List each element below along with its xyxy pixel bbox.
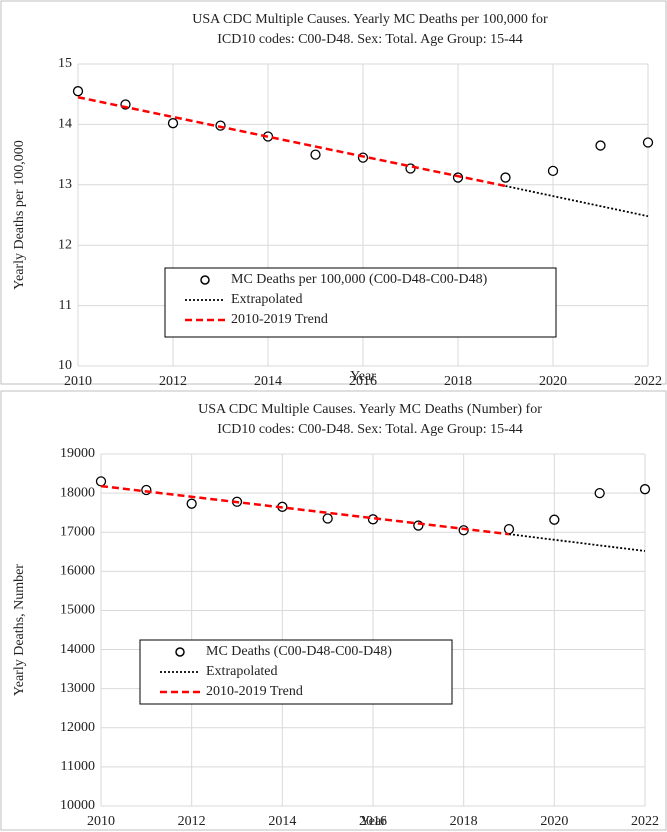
y-axis-label: Yearly Deaths per 100,000 xyxy=(12,140,27,289)
data-point xyxy=(500,172,511,183)
chart-title: USA CDC Multiple Causes. Yearly MC Death… xyxy=(198,402,542,417)
data-point xyxy=(595,140,606,151)
x-tick-label: 2014 xyxy=(268,814,296,829)
y-tick-label: 15 xyxy=(58,56,72,71)
y-tick-label: 15000 xyxy=(60,603,95,618)
x-axis-label: Year xyxy=(360,814,386,829)
legend-label: 2010-2019 Trend xyxy=(206,684,303,699)
y-tick-label: 11 xyxy=(59,298,72,313)
y-tick-label: 14000 xyxy=(60,642,95,657)
data-point xyxy=(95,476,107,487)
x-tick-label: 2018 xyxy=(450,814,478,829)
data-point xyxy=(639,484,651,495)
x-tick-label: 2018 xyxy=(444,374,472,389)
chart-frame xyxy=(0,390,667,831)
chart-title: ICD10 codes: C00-D48. Sex: Total. Age Gr… xyxy=(217,422,523,437)
data-point xyxy=(141,484,152,496)
chart: USA CDC Multiple Causes. Yearly MC Death… xyxy=(0,390,667,831)
data-point xyxy=(310,149,321,160)
legend-marker xyxy=(200,275,210,285)
legend-label: MC Deaths (C00-D48-C00-D48) xyxy=(206,644,392,659)
y-tick-label: 16000 xyxy=(60,564,95,579)
y-tick-label: 18000 xyxy=(60,485,95,500)
legend-label: 2010-2019 Trend xyxy=(231,312,328,327)
line xyxy=(508,533,646,552)
legend-label: MC Deaths per 100,000 (C00-D48-C00-D48) xyxy=(231,272,488,287)
x-tick-label: 2012 xyxy=(178,814,206,829)
data-point xyxy=(322,513,333,524)
legend-box xyxy=(164,267,557,338)
legend-label: Extrapolated xyxy=(231,292,303,307)
chart-title: USA CDC Multiple Causes. Yearly MC Death… xyxy=(192,12,548,27)
data-point xyxy=(72,86,84,97)
y-tick-label: 10 xyxy=(58,358,72,373)
x-tick-label: 2020 xyxy=(539,374,567,389)
line xyxy=(77,95,506,188)
y-tick-label: 11000 xyxy=(61,759,95,774)
chart-frame xyxy=(0,0,667,385)
x-tick-label: 2016 xyxy=(349,374,377,389)
line xyxy=(100,484,510,536)
x-tick-label: 2020 xyxy=(540,814,568,829)
chart: USA CDC Multiple Causes. Yearly MC Death… xyxy=(0,0,667,389)
y-tick-label: 14 xyxy=(58,117,72,132)
data-point xyxy=(167,118,179,129)
x-tick-label: 2012 xyxy=(159,374,187,389)
data-point xyxy=(549,514,560,525)
x-tick-label: 2010 xyxy=(64,374,92,389)
y-tick-label: 12000 xyxy=(60,720,95,735)
y-tick-label: 13000 xyxy=(60,681,95,696)
data-point xyxy=(503,523,515,535)
y-axis-label: Yearly Deaths, Number xyxy=(12,564,27,696)
data-point xyxy=(186,498,197,509)
y-tick-label: 13 xyxy=(58,177,72,192)
x-axis-label: Year xyxy=(350,369,376,384)
data-point xyxy=(642,137,654,148)
x-tick-label: 2016 xyxy=(359,814,387,829)
x-tick-label: 2010 xyxy=(87,814,115,829)
y-tick-label: 17000 xyxy=(60,524,95,539)
x-tick-label: 2022 xyxy=(634,374,662,389)
y-tick-label: 12 xyxy=(58,237,72,252)
chart-title: ICD10 codes: C00-D48. Sex: Total. Age Gr… xyxy=(217,32,523,47)
x-tick-label: 2022 xyxy=(631,814,659,829)
y-tick-label: 19000 xyxy=(60,446,95,461)
x-tick-label: 2014 xyxy=(254,374,282,389)
data-point xyxy=(594,487,605,499)
data-point xyxy=(547,165,559,177)
legend-marker xyxy=(175,647,185,657)
line xyxy=(505,185,649,218)
legend-label: Extrapolated xyxy=(206,664,278,679)
y-tick-label: 10000 xyxy=(60,798,95,813)
